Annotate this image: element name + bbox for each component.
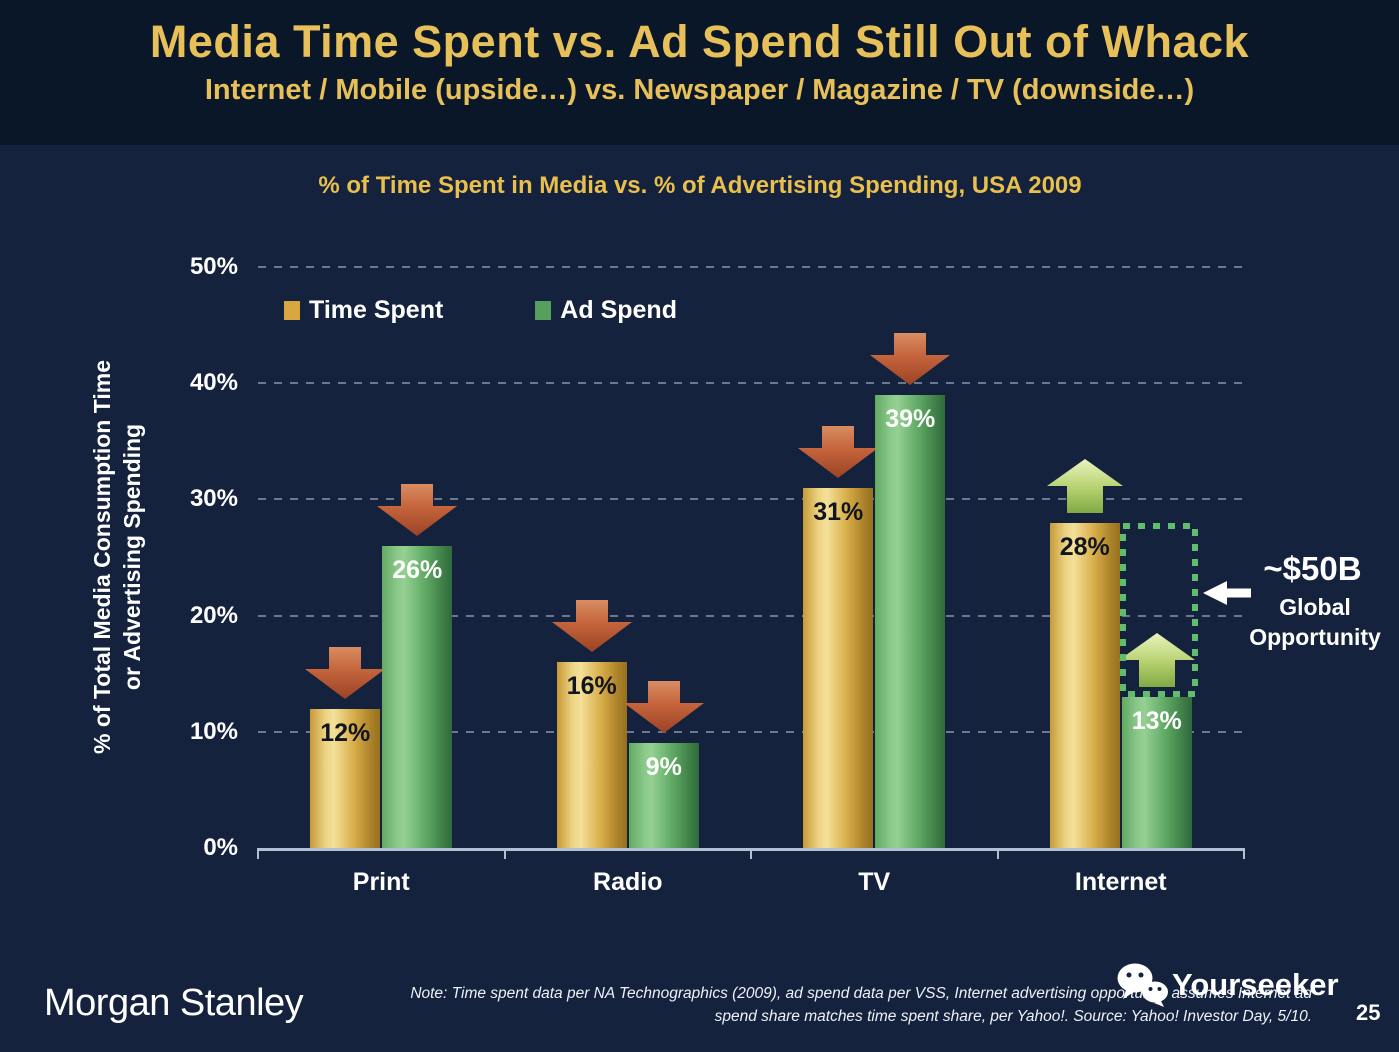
x-axis-tick <box>257 848 259 859</box>
category-label-tv: TV <box>858 868 891 896</box>
source-note: Note: Time spent data per NA Technograph… <box>302 982 1312 1028</box>
category-label-print: Print <box>352 868 410 896</box>
bar-internet-time-spent <box>1049 522 1120 848</box>
annotation-value: ~$50B <box>1263 550 1362 587</box>
time-spent-swatch-icon <box>284 301 300 320</box>
down-arrow-icon <box>623 681 704 734</box>
down-arrow-icon <box>377 483 458 536</box>
legend-item-ad-spend: Ad Spend <box>535 296 677 325</box>
page-number: 25 <box>1356 1000 1381 1025</box>
left-arrow-icon <box>1203 581 1251 605</box>
legend-label-time-spent: Time Spent <box>309 296 444 324</box>
x-axis-tick <box>996 848 999 859</box>
title-block: Media Time Spent vs. Ad Spend Still Out … <box>0 0 1399 145</box>
bar-value-label: 16% <box>566 672 617 701</box>
gridline-50 <box>258 266 1244 268</box>
up-arrow-icon <box>1118 632 1195 687</box>
source-note-line1: Note: Time spent data per NA Technograph… <box>410 985 1312 1002</box>
chart-title: % of Time Spent in Media vs. % of Advert… <box>318 172 1082 199</box>
gridline-30 <box>258 498 1244 501</box>
bar-value-label: 28% <box>1059 532 1110 561</box>
wechat-icon <box>1116 962 1170 1008</box>
down-arrow-icon <box>798 425 879 478</box>
y-tick-label: 40% <box>189 369 238 397</box>
bar-value-label: 13% <box>1131 706 1182 735</box>
y-tick-label: 20% <box>189 601 238 629</box>
y-tick-label: 0% <box>203 834 238 861</box>
watermark-text: Yourseeker <box>1172 967 1339 1002</box>
annotation-label-line2: Opportunity <box>1249 624 1381 650</box>
slide-subtitle: Internet / Mobile (upside…) vs. Newspape… <box>204 74 1195 106</box>
bar-radio-ad-spend <box>628 743 699 848</box>
bar-tv-time-spent <box>803 487 874 848</box>
opportunity-gap-rect <box>1119 522 1198 697</box>
down-arrow-icon <box>551 600 632 653</box>
y-tick-label: 10% <box>189 717 238 745</box>
bar-internet-ad-spend <box>1121 696 1192 848</box>
gridline-10 <box>258 730 1244 733</box>
bar-value-label: 31% <box>813 497 864 526</box>
up-arrow-icon <box>1046 458 1123 513</box>
annotation-label-line1: Global <box>1279 594 1351 620</box>
bar-tv-ad-spend <box>875 394 946 848</box>
x-axis-tick <box>503 848 506 859</box>
category-label-radio: Radio <box>593 868 663 896</box>
y-tick-label: 30% <box>189 485 238 513</box>
watermark: Yourseeker <box>1116 962 1339 1008</box>
bar-radio-time-spent <box>556 662 627 848</box>
gridline-40 <box>258 382 1244 385</box>
bar-value-label: 9% <box>645 753 682 782</box>
category-label-internet: Internet <box>1074 868 1167 896</box>
bar-print-ad-spend <box>382 545 453 848</box>
gridline-20 <box>258 614 1244 617</box>
chart-legend: Time Spent Ad Spend <box>284 296 677 325</box>
morgan-stanley-logo: Morgan Stanley <box>44 982 304 1024</box>
source-note-line2: spend share matches time spent share, pe… <box>714 1008 1312 1025</box>
x-axis-tick <box>750 848 752 859</box>
bar-value-label: 26% <box>392 555 443 584</box>
ad-spend-swatch-icon <box>535 301 552 320</box>
slide-title: Media Time Spent vs. Ad Spend Still Out … <box>149 16 1250 67</box>
bar-print-time-spent <box>310 708 381 848</box>
down-arrow-icon <box>870 332 951 385</box>
down-arrow-icon <box>305 646 386 699</box>
bar-value-label: 12% <box>320 718 371 747</box>
bar-value-label: 39% <box>885 404 936 433</box>
legend-label-ad-spend: Ad Spend <box>560 296 677 324</box>
x-axis-tick <box>1243 848 1245 859</box>
y-tick-label: 50% <box>189 253 238 280</box>
legend-item-time-spent: Time Spent <box>284 296 443 325</box>
